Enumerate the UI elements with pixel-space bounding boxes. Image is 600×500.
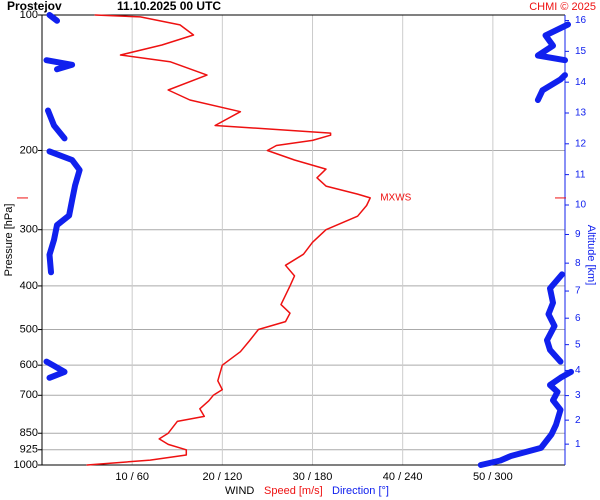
x-tick-label: 20 / 120 [202,471,242,483]
y-tick-label: 700 [20,389,38,401]
x-axis-label-speed: Speed [m/s] [264,485,323,497]
x-tick-label: 30 / 180 [293,471,333,483]
direction-line [43,12,574,468]
y2-tick-label: 11 [575,169,586,180]
y2-tick-label: 1 [575,439,581,450]
y2-tick-label: 12 [575,138,587,149]
chart-title: Prostejov [7,0,62,13]
y-tick-label: 600 [20,359,38,371]
credit: CHMI © 2025 [529,1,596,13]
y2-tick-label: 4 [575,365,581,376]
y-tick-label: 400 [20,280,38,292]
y-tick-label: 850 [20,427,38,439]
y2-tick-label: 8 [575,258,581,269]
y2-tick-label: 3 [575,390,581,401]
speed-line [86,14,371,466]
y2-tick-label: 15 [575,46,587,57]
y2-tick-label: 5 [575,339,581,350]
y2-tick-label: 16 [575,15,587,26]
y2-tick-label: 2 [575,415,581,426]
y-tick-label: 200 [20,144,38,156]
y-tick-label: 300 [20,224,38,236]
x-tick-label: 50 / 300 [473,471,513,483]
y-tick-label: 1000 [14,459,38,471]
y-tick-label: 925 [20,444,38,456]
y2-tick-label: 10 [575,200,587,211]
x-axis-label-direction: Direction [°] [332,485,389,497]
y-axis-label: Pressure [hPa] [3,204,15,277]
x-axis-label: WIND [225,485,254,497]
y-tick-label: 100 [20,9,38,21]
y2-tick-label: 9 [575,229,581,240]
y-tick-label: 500 [20,323,38,335]
y2-axis-label: Altitude [km] [585,225,597,286]
y2-tick-label: 14 [575,77,587,88]
annotation: MXWS [380,193,411,204]
y2-tick-label: 6 [575,313,581,324]
y2-tick-label: 7 [575,286,581,297]
x-tick-label: 10 / 60 [115,471,149,483]
chart-subtitle: 11.10.2025 00 UTC [117,0,221,13]
x-tick-label: 40 / 240 [383,471,423,483]
y2-tick-label: 13 [575,108,587,119]
